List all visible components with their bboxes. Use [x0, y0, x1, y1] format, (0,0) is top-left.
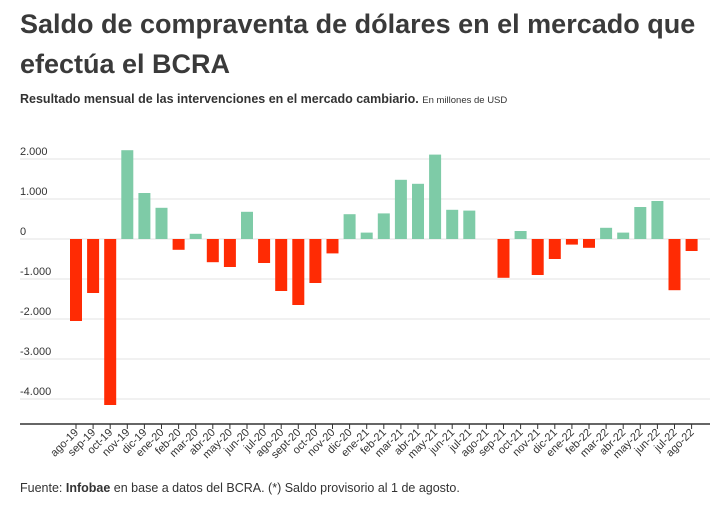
bar-jul-22 — [668, 239, 681, 291]
y-tick-label: -4.000 — [20, 386, 51, 398]
bar-ene-22 — [565, 239, 578, 245]
footer-source: Infobae — [65, 481, 111, 495]
bar-ago-22 — [685, 239, 698, 251]
bar-may-20 — [223, 239, 236, 267]
bar-sept-20 — [292, 239, 305, 305]
bar-feb-21 — [377, 213, 390, 239]
y-tick-label: -1.000 — [20, 266, 51, 278]
y-tick-label: 2.000 — [20, 146, 48, 158]
bar-mar-21 — [394, 179, 407, 239]
footer-prefix: Fuente: — [20, 481, 66, 495]
bar-dic-19 — [138, 193, 151, 239]
bar-abr-22 — [617, 232, 630, 239]
bar-ene-21 — [360, 232, 373, 239]
bar-chart: 2.000 1.000 0 -1.000 -2.000 -3.000 -4.000 ago-… — [20, 146, 710, 461]
x-axis-tick-labels: ago-19sep-19oct-19nov-19dic-19ene-20feb-… — [48, 424, 697, 461]
bar-feb-20 — [172, 239, 185, 250]
chart-subtitle: Resultado mensual de las intervenciones … — [20, 92, 507, 106]
gridlines — [20, 158, 710, 400]
bar-ene-20 — [155, 207, 168, 239]
bar-jul-20 — [258, 239, 271, 263]
bar-sep-21 — [497, 239, 510, 278]
footer-suffix: en base a datos del BCRA. (*) Saldo prov… — [110, 481, 460, 495]
bar-jun-20 — [241, 211, 253, 239]
bar-mar-22 — [600, 227, 613, 239]
bar-dic-21 — [548, 239, 561, 259]
bar-nov-20 — [326, 239, 339, 254]
bar-dic-20 — [343, 214, 356, 239]
y-tick-label: -3.000 — [20, 346, 51, 358]
bar-nov-21 — [531, 239, 544, 275]
bar-oct-20 — [309, 239, 322, 283]
bar-may-21 — [429, 154, 442, 239]
chart-title: Saldo de compraventa de dólares en el me… — [20, 9, 696, 79]
source-footer: Fuente: Infobae en base a datos del BCRA… — [20, 481, 460, 495]
bar-feb-22 — [583, 239, 595, 248]
bar-oct-21 — [514, 231, 527, 239]
bar-jul-21 — [463, 210, 476, 239]
bar-oct-19 — [104, 239, 117, 405]
bar-abr-20 — [206, 239, 219, 263]
bar-ago-20 — [275, 239, 288, 291]
y-tick-label: -2.000 — [20, 306, 51, 318]
bar-mar-20 — [189, 233, 202, 239]
y-tick-label: 1.000 — [20, 186, 48, 198]
bar-jun-21 — [446, 209, 459, 239]
bar-jun-22 — [651, 201, 664, 239]
bar-sep-19 — [87, 239, 100, 293]
bar-may-22 — [634, 207, 647, 239]
bar-nov-19 — [121, 150, 134, 239]
bars — [70, 150, 698, 405]
subtitle-text: Resultado mensual de las intervenciones … — [20, 92, 419, 106]
y-tick-label: 0 — [20, 226, 26, 238]
bar-ago-19 — [70, 239, 82, 321]
y-axis-tick-labels: 2.000 1.000 0 -1.000 -2.000 -3.000 -4.000 — [20, 146, 51, 398]
subtitle-unit: En millones de USD — [422, 95, 508, 106]
bar-abr-21 — [412, 183, 424, 239]
